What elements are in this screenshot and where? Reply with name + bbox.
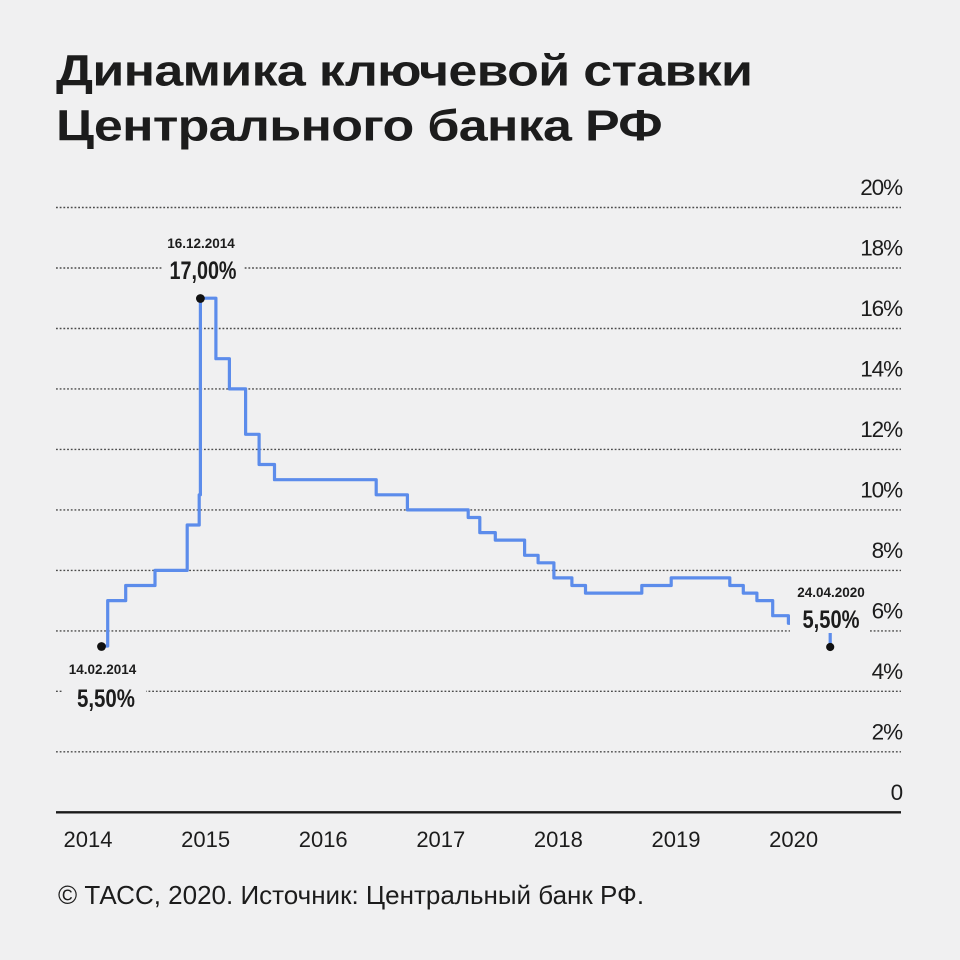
svg-text:5,50%: 5,50% bbox=[803, 606, 860, 634]
svg-text:8%: 8% bbox=[872, 538, 903, 563]
svg-text:5,50%: 5,50% bbox=[77, 685, 135, 713]
svg-text:12%: 12% bbox=[860, 417, 903, 442]
svg-text:10%: 10% bbox=[860, 477, 903, 502]
svg-text:14%: 14% bbox=[860, 356, 903, 381]
svg-text:18%: 18% bbox=[860, 236, 903, 261]
svg-text:0: 0 bbox=[891, 780, 903, 805]
svg-text:2020: 2020 bbox=[769, 827, 818, 852]
svg-text:16.12.2014: 16.12.2014 bbox=[167, 236, 235, 251]
svg-text:24.04.2020: 24.04.2020 bbox=[797, 585, 865, 600]
svg-text:16%: 16% bbox=[860, 296, 903, 321]
svg-text:2019: 2019 bbox=[652, 827, 701, 852]
svg-text:2%: 2% bbox=[872, 719, 903, 744]
svg-text:20%: 20% bbox=[860, 175, 903, 200]
svg-text:14.02.2014: 14.02.2014 bbox=[69, 662, 137, 677]
svg-text:4%: 4% bbox=[872, 659, 903, 684]
svg-text:2017: 2017 bbox=[416, 827, 465, 852]
svg-text:2018: 2018 bbox=[534, 827, 583, 852]
svg-text:2016: 2016 bbox=[299, 827, 348, 852]
svg-text:2014: 2014 bbox=[64, 827, 113, 852]
svg-text:6%: 6% bbox=[872, 598, 903, 623]
svg-text:17,00%: 17,00% bbox=[170, 257, 237, 285]
svg-text:2015: 2015 bbox=[181, 827, 230, 852]
